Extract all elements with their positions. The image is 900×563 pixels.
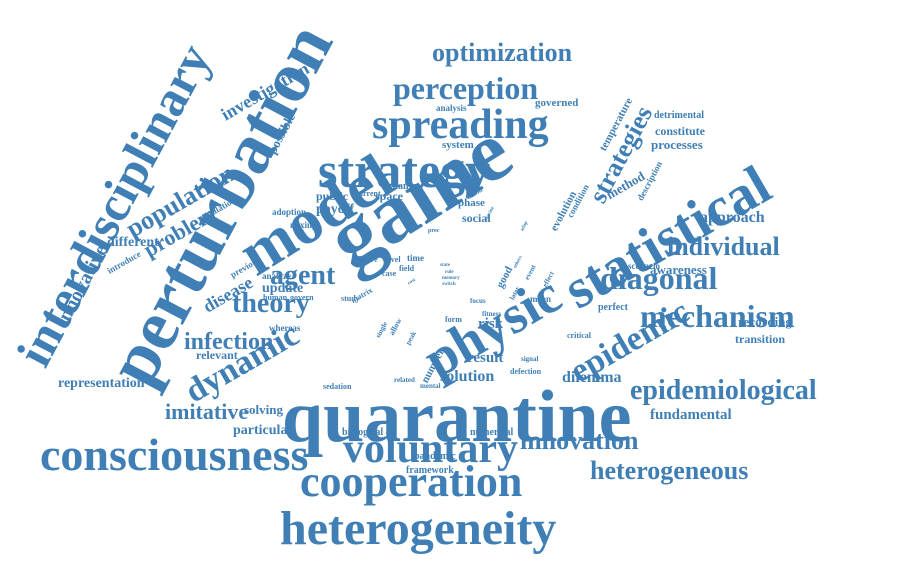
word-govern: govern bbox=[290, 293, 314, 302]
word-particular: particular bbox=[233, 423, 294, 438]
word-social: social bbox=[462, 211, 491, 225]
word-detrimental: detrimental bbox=[654, 110, 704, 121]
word-more: more bbox=[360, 255, 378, 264]
word-mental: mental bbox=[420, 382, 441, 390]
word-phase: phase bbox=[458, 197, 485, 209]
word-result: result bbox=[467, 350, 504, 366]
word-different: different bbox=[107, 235, 159, 250]
word-matrix: matrix bbox=[349, 285, 375, 305]
word-rule: rule bbox=[445, 270, 454, 275]
word-perfect: perfect bbox=[598, 302, 628, 313]
word-infection: infection bbox=[184, 329, 274, 355]
word-perception: perception bbox=[393, 70, 539, 106]
word-theory: theory bbox=[232, 288, 310, 319]
word-fundamental: fundamental bbox=[650, 407, 732, 423]
word-switch: switch bbox=[442, 282, 456, 287]
word-dilemma: dilemma bbox=[562, 369, 622, 386]
word-agent: agent bbox=[270, 260, 336, 291]
word-biological: biological bbox=[342, 427, 384, 438]
word-quarantine: quarantine bbox=[282, 376, 632, 458]
word-cooperation: cooperation bbox=[300, 457, 523, 506]
word-mixing: mixing bbox=[290, 220, 317, 230]
word-pandemic: pandemic bbox=[414, 451, 456, 462]
word-update: update bbox=[262, 281, 304, 296]
word-voluntary: voluntary bbox=[343, 426, 519, 472]
word-change: change bbox=[388, 181, 418, 192]
word-field: field bbox=[399, 264, 415, 273]
word-spreading: spreading bbox=[372, 102, 549, 148]
word-relevant: relevant bbox=[196, 348, 238, 362]
word-form: form bbox=[445, 315, 462, 324]
word-numerical: numerical bbox=[470, 427, 514, 438]
word-fitness: fitness bbox=[482, 310, 502, 318]
word-system: system bbox=[442, 139, 474, 151]
word-adoption: adoption bbox=[272, 207, 307, 217]
word-diagonal: diagonal bbox=[600, 260, 718, 296]
word-others: others bbox=[513, 255, 524, 270]
word-imitative: imitative bbox=[165, 399, 249, 424]
word-strategy: strategy bbox=[318, 142, 491, 198]
word-analyze: analyze bbox=[262, 271, 291, 281]
word-solution: solution bbox=[440, 368, 495, 385]
word-consciousness: consciousness bbox=[40, 429, 309, 480]
word-representation: representation bbox=[58, 376, 145, 391]
word-critical: critical bbox=[567, 331, 591, 340]
word-payoff: payoff bbox=[316, 202, 355, 217]
word-heterogeneity: heterogeneity bbox=[280, 502, 557, 555]
word-innovation: innovation bbox=[520, 426, 639, 455]
word-case: case bbox=[382, 269, 397, 278]
word-transition: transition bbox=[735, 332, 786, 346]
word-approach: approach bbox=[700, 209, 765, 226]
word-study: study bbox=[341, 294, 360, 303]
word-cost: cost bbox=[407, 277, 417, 287]
word-public: public bbox=[316, 189, 349, 203]
word-human: human bbox=[263, 293, 288, 302]
word-memory: memory bbox=[442, 276, 460, 281]
word-solving: solving bbox=[244, 402, 284, 417]
word-focus: focus bbox=[470, 297, 486, 305]
word-optimization: optimization bbox=[432, 38, 573, 67]
word-level: level bbox=[385, 255, 401, 264]
word-constitute: constitute bbox=[655, 124, 705, 138]
word-whereas: whereas bbox=[269, 323, 301, 333]
word-risk: risk bbox=[478, 316, 504, 332]
word-allow: allow bbox=[387, 316, 404, 337]
word-proc: proc bbox=[428, 228, 440, 234]
word-mean: mean bbox=[530, 294, 551, 304]
word-scenario: scenario bbox=[628, 261, 660, 271]
word-individual: individual bbox=[667, 232, 780, 261]
word-recording: recording bbox=[738, 314, 792, 329]
word-mechanism: mechanism bbox=[640, 298, 795, 334]
word-analysis: analysis bbox=[436, 103, 467, 113]
word-state: state bbox=[440, 263, 450, 268]
word-related: related bbox=[394, 376, 415, 384]
word-adap: adap bbox=[520, 220, 530, 233]
word-current: current bbox=[355, 189, 381, 198]
word-epidemiological: epidemiological bbox=[630, 375, 817, 406]
word-processes: processes bbox=[651, 137, 703, 152]
word-space: space bbox=[375, 189, 403, 203]
word-sedation: sedation bbox=[323, 382, 352, 391]
word-signal: signal bbox=[521, 355, 539, 363]
word-framework: framework bbox=[406, 465, 454, 476]
word-heterogeneous: heterogeneous bbox=[590, 456, 749, 485]
word-defection: defection bbox=[510, 367, 542, 376]
word-governed: governed bbox=[535, 97, 579, 109]
word-time: time bbox=[407, 253, 424, 263]
word-awareness: awareness bbox=[650, 262, 707, 277]
